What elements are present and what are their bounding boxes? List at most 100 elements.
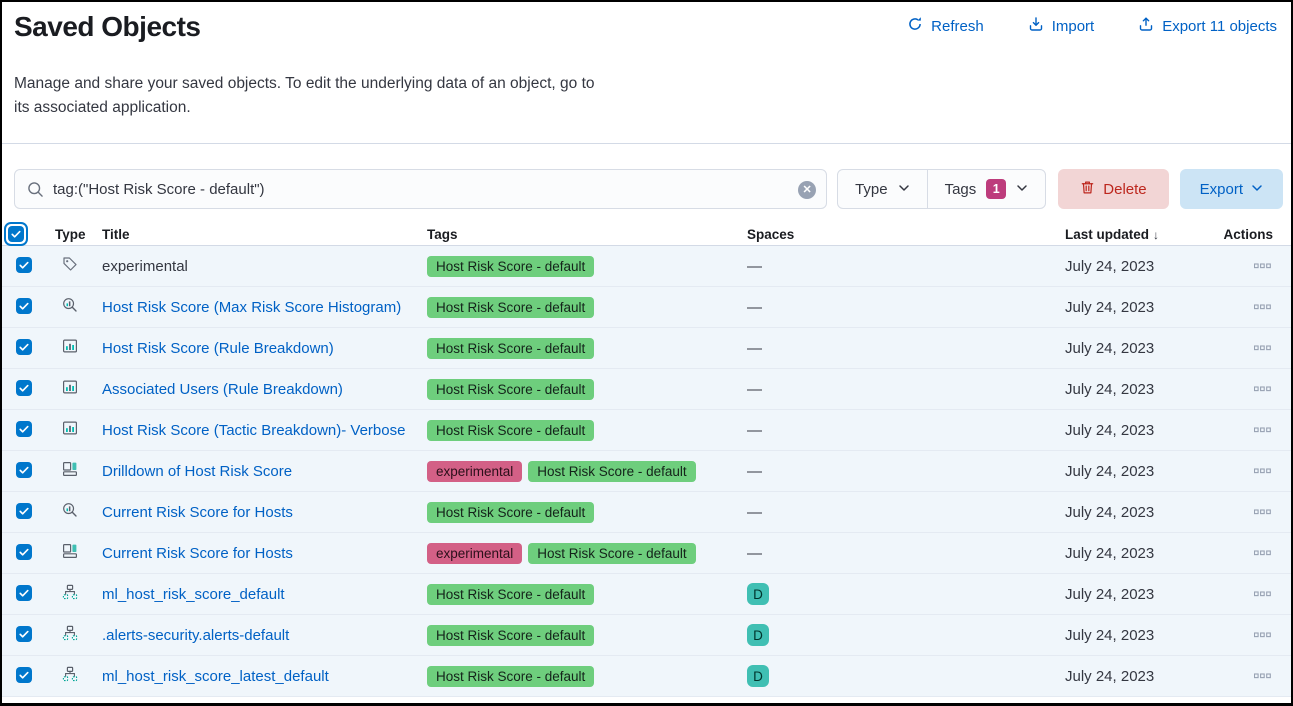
boxes-horizontal-icon [1253,464,1271,479]
row-actions-button[interactable] [1252,503,1273,522]
row-last-updated: July 24, 2023 [1065,339,1155,357]
export-all-button[interactable]: Export 11 objects [1138,16,1277,36]
row-checkbox[interactable] [16,461,32,478]
tags-filter-button[interactable]: Tags 1 [926,170,1046,208]
row-select-cell [2,338,50,358]
tag-badge[interactable]: experimental [427,460,523,482]
row-title-cell: Host Risk Score (Tactic Breakdown)- Verb… [96,422,421,439]
tag-badge[interactable]: Host Risk Score - default [427,665,595,687]
row-title[interactable]: Host Risk Score (Max Risk Score Histogra… [102,298,402,316]
row-actions-cell [1209,298,1291,317]
tag-badge[interactable]: Host Risk Score - default [427,583,595,605]
row-last-updated: July 24, 2023 [1065,667,1155,685]
row-type-cell [50,666,96,687]
row-checkbox[interactable] [16,379,32,396]
tag-badge[interactable]: Host Risk Score - default [427,624,595,646]
export-selected-button[interactable]: Export [1179,169,1283,209]
row-actions-cell [1209,462,1291,481]
row-checkbox[interactable] [16,297,32,314]
space-badge: D [747,583,769,605]
column-header-last-updated[interactable]: Last updated ↓ [1059,227,1209,242]
row-checkbox[interactable] [16,584,32,601]
refresh-icon [907,16,923,36]
row-tags: experimental Host Risk Score - default [421,460,741,482]
row-actions-button[interactable] [1252,585,1273,604]
delete-button[interactable]: Delete [1058,169,1169,209]
type-icon [62,338,78,359]
row-actions-button[interactable] [1252,257,1273,276]
refresh-button[interactable]: Refresh [907,16,984,36]
type-icon [62,502,78,523]
row-title[interactable]: Host Risk Score (Tactic Breakdown)- Verb… [102,421,406,439]
row-actions-button[interactable] [1252,462,1273,481]
page-header: Saved Objects Refresh Import Export 11 o… [2,2,1291,46]
boxes-horizontal-icon [1253,587,1271,602]
row-checkbox[interactable] [16,502,32,519]
row-actions-cell [1209,339,1291,358]
row-title-cell: Current Risk Score for Hosts [96,504,421,521]
row-checkbox[interactable] [16,256,32,273]
row-type-cell [50,338,96,359]
row-title[interactable]: .alerts-security.alerts-default [102,626,290,644]
row-title[interactable]: Drilldown of Host Risk Score [102,462,293,480]
row-spaces: — [747,544,762,562]
row-actions-button[interactable] [1252,339,1273,358]
clear-search-icon[interactable]: ✕ [798,181,817,199]
column-header-type[interactable]: Type [55,226,86,242]
row-tags: Host Risk Score - default [421,337,741,359]
row-title-cell: Drilldown of Host Risk Score [96,463,421,480]
tag-badge[interactable]: experimental [427,542,523,564]
row-title[interactable]: Associated Users (Rule Breakdown) [102,380,343,398]
column-header-title[interactable]: Title [102,226,130,242]
row-actions-button[interactable] [1252,626,1273,645]
row-spaces: D [741,624,1059,646]
tag-badge[interactable]: Host Risk Score - default [427,501,595,523]
type-filter-button[interactable]: Type [838,170,927,208]
row-actions-button[interactable] [1252,544,1273,563]
row-title-cell: Current Risk Score for Hosts [96,545,421,562]
row-title[interactable]: ml_host_risk_score_latest_default [102,667,329,685]
tag-badge[interactable]: Host Risk Score - default [528,542,696,564]
type-icon [62,297,78,318]
row-checkbox[interactable] [16,543,32,560]
row-actions-button[interactable] [1252,421,1273,440]
row-type-cell [50,543,96,564]
row-last-updated: July 24, 2023 [1065,298,1155,316]
row-title[interactable]: Current Risk Score for Hosts [102,544,293,562]
row-checkbox[interactable] [16,625,32,642]
table-row: Drilldown of Host Risk Score experimenta… [2,451,1291,492]
tag-badge[interactable]: Host Risk Score - default [528,460,696,482]
table-row: Host Risk Score (Rule Breakdown) Host Ri… [2,328,1291,369]
row-title[interactable]: Host Risk Score (Rule Breakdown) [102,339,334,357]
tag-badge[interactable]: Host Risk Score - default [427,337,595,359]
row-spaces: — [747,257,762,275]
column-header-actions: Actions [1223,226,1273,242]
row-actions-button[interactable] [1252,298,1273,317]
row-spaces: — [747,462,762,480]
search-icon [27,181,44,203]
filter-group: Type Tags 1 [837,169,1047,209]
row-actions-button[interactable] [1252,667,1273,686]
sort-descending-icon: ↓ [1153,227,1160,242]
table-row: Host Risk Score (Max Risk Score Histogra… [2,287,1291,328]
row-title[interactable]: ml_host_risk_score_default [102,585,285,603]
type-icon [62,461,78,482]
tag-badge[interactable]: Host Risk Score - default [427,378,595,400]
select-all-checkbox[interactable] [8,226,24,242]
tag-badge[interactable]: Host Risk Score - default [427,419,595,441]
import-button[interactable]: Import [1028,16,1094,36]
export-all-label: Export 11 objects [1162,17,1277,35]
row-title-cell: ml_host_risk_score_default [96,586,421,603]
row-checkbox[interactable] [16,666,32,683]
select-all-focus-ring [4,222,28,246]
row-checkbox[interactable] [16,338,32,355]
row-title[interactable]: Current Risk Score for Hosts [102,503,293,521]
row-actions-button[interactable] [1252,380,1273,399]
row-checkbox[interactable] [16,420,32,437]
tag-badge[interactable]: Host Risk Score - default [427,255,595,277]
search-input[interactable] [53,180,791,198]
row-title[interactable]: experimental [102,257,188,275]
row-last-updated: July 24, 2023 [1065,462,1155,480]
tag-badge[interactable]: Host Risk Score - default [427,296,595,318]
chevron-down-icon [1016,181,1028,198]
